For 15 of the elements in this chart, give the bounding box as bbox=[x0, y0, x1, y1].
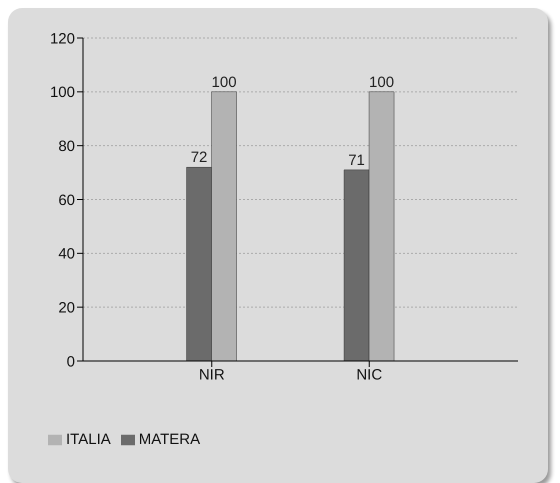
y-tick-label: 20 bbox=[58, 299, 75, 316]
legend-label: MATERA bbox=[138, 431, 200, 448]
y-tick-label: 120 bbox=[50, 30, 75, 48]
y-tick-label: 40 bbox=[58, 246, 75, 263]
data-label: 71 bbox=[348, 152, 365, 169]
x-tick-label: NIC bbox=[356, 366, 382, 384]
legend-label: ITALIA bbox=[66, 431, 111, 448]
y-tick-label: 0 bbox=[66, 353, 75, 370]
data-label: 100 bbox=[212, 74, 237, 91]
y-tick-label: 60 bbox=[58, 192, 75, 209]
y-tick-label: 100 bbox=[50, 84, 75, 102]
y-tick-label: 80 bbox=[58, 138, 75, 155]
x-tick-label: NIR bbox=[198, 366, 225, 384]
data-label: 100 bbox=[369, 74, 394, 91]
data-label: 72 bbox=[190, 149, 208, 166]
